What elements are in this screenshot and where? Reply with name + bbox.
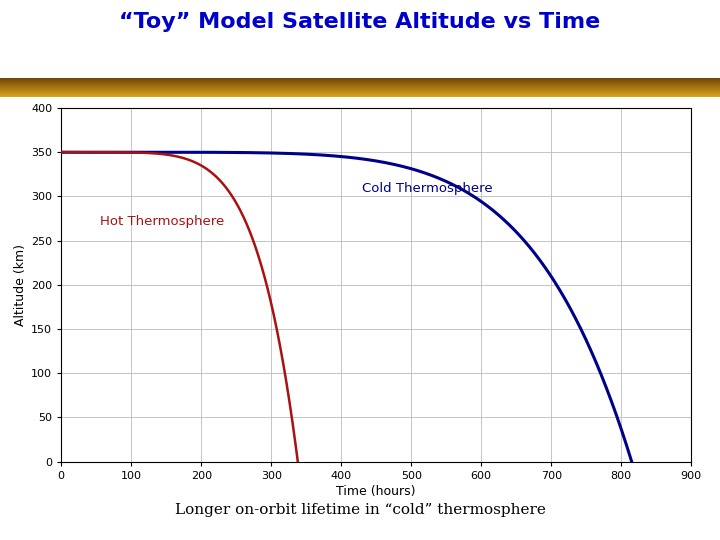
Text: “Toy” Model Satellite Altitude vs Time: “Toy” Model Satellite Altitude vs Time — [120, 12, 600, 32]
Text: Cold Thermosphere: Cold Thermosphere — [362, 182, 492, 195]
Text: Hot Thermosphere: Hot Thermosphere — [99, 215, 224, 228]
Y-axis label: Altitude (km): Altitude (km) — [14, 244, 27, 326]
X-axis label: Time (hours): Time (hours) — [336, 485, 416, 498]
Text: Longer on-orbit lifetime in “cold” thermosphere: Longer on-orbit lifetime in “cold” therm… — [174, 503, 546, 517]
